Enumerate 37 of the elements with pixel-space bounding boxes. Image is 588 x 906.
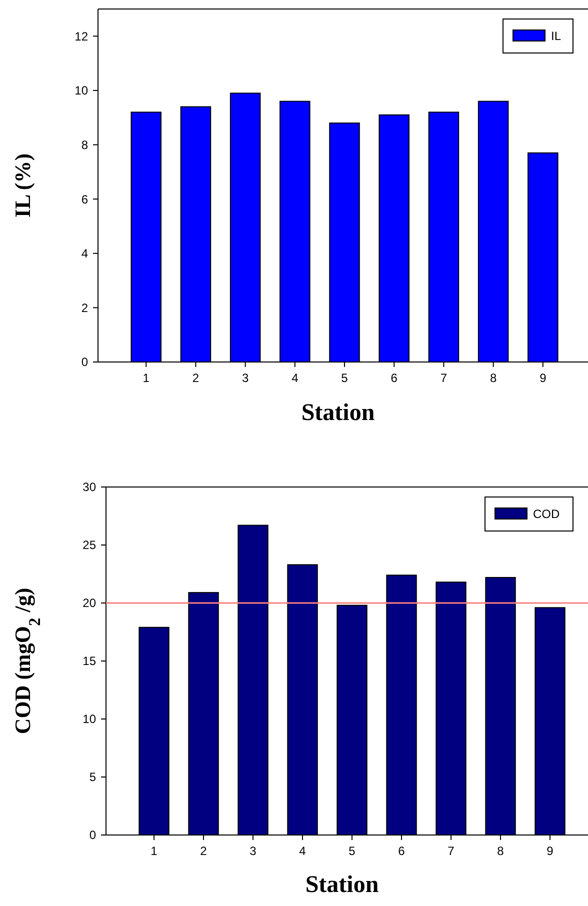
x-axis-title: Station [305, 872, 379, 898]
legend-label: COD [533, 507, 560, 522]
x-tick-label: 2 [192, 371, 200, 385]
y-tick-label: 5 [89, 770, 96, 784]
x-tick-label: 5 [341, 371, 348, 385]
x-tick-label: 4 [292, 371, 299, 385]
x-axis-title: Station [301, 400, 375, 426]
y-tick-label: 20 [82, 596, 96, 610]
x-tick-label: 1 [142, 371, 150, 385]
x-tick-label: 7 [448, 844, 455, 858]
x-tick-label: 4 [299, 844, 306, 858]
y-tick-label: 0 [89, 828, 96, 842]
x-tick-label: 8 [490, 371, 497, 385]
y-tick-label: 15 [82, 654, 96, 668]
x-tick-label: 9 [540, 371, 547, 385]
y-tick-label: 0 [81, 355, 88, 370]
y-tick-label: 25 [82, 538, 96, 552]
x-tick-label: 3 [250, 844, 257, 858]
x-tick-label: 3 [242, 371, 249, 385]
y-tick-label: 8 [81, 138, 88, 152]
x-tick-label: 8 [497, 844, 504, 858]
y-tick-label: 6 [81, 192, 88, 206]
y-tick-label: 12 [74, 29, 88, 44]
legend-label: IL [551, 29, 562, 44]
x-tick-label: 5 [348, 844, 356, 858]
x-tick-label: 1 [150, 844, 158, 858]
y-tick-label: 10 [74, 84, 88, 98]
x-tick-label: 9 [546, 844, 554, 858]
x-tick-label: 6 [398, 844, 406, 858]
x-tick-label: 7 [440, 371, 448, 385]
x-tick-label: 2 [200, 844, 208, 858]
y-tick-label: 10 [82, 712, 96, 726]
y-tick-label: 2 [81, 300, 88, 315]
y-tick-label: 30 [82, 480, 96, 494]
x-tick-label: 6 [390, 371, 398, 385]
y-tick-label: 4 [81, 246, 88, 261]
y-axis-title: IL (%) [10, 153, 35, 218]
